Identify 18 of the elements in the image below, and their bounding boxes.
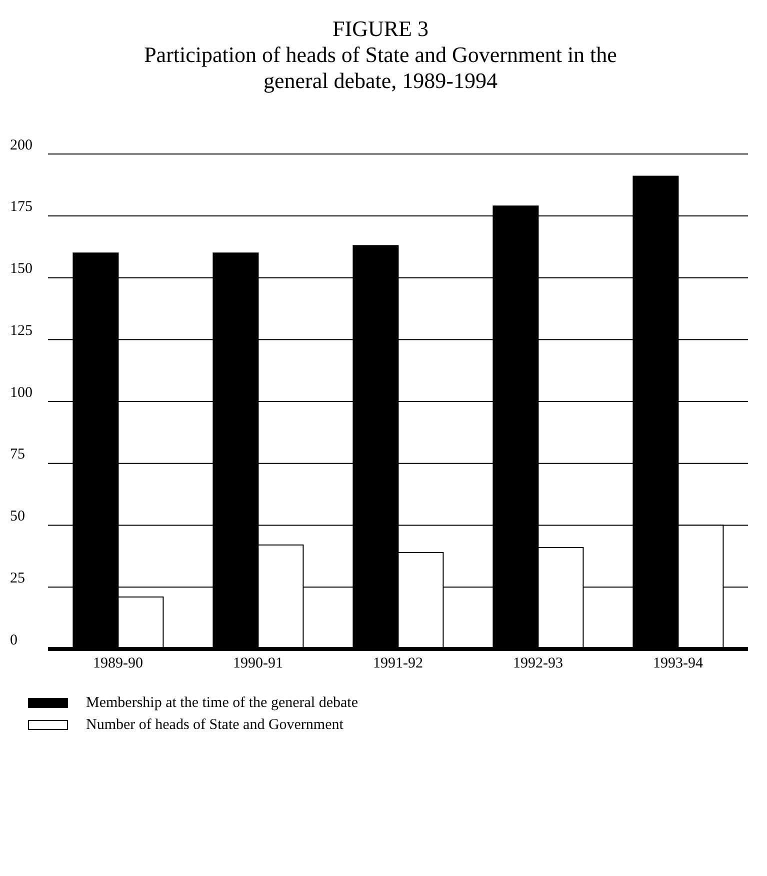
chart-title: FIGURE 3	[332, 15, 430, 42]
x-tick-label: 1989-90	[93, 656, 143, 672]
y-tick-label: 100	[10, 384, 32, 401]
y-tick-label: 150	[10, 261, 32, 278]
legend-label: Membership at the time of the general debate	[86, 694, 358, 712]
chart-subtitle: Participation of heads of State and Government in the general debate, 1989-1994	[143, 42, 618, 94]
y-tick-label: 200	[10, 137, 32, 154]
x-tick-label: 1991-92	[373, 656, 423, 672]
x-tick-label: 1992-93	[513, 656, 563, 672]
y-tick-label: 125	[10, 322, 32, 339]
legend-label: Number of heads of State and Government	[86, 716, 344, 734]
y-tick-label: 50	[10, 508, 25, 525]
y-tick-label: 25	[10, 570, 25, 586]
x-tick-label: 1990-91	[233, 656, 283, 672]
y-tick-label: 75	[10, 446, 25, 463]
y-tick-label: 0	[10, 632, 18, 648]
y-tick-label: 175	[10, 199, 32, 216]
x-tick-label: 1993-94	[653, 656, 704, 672]
